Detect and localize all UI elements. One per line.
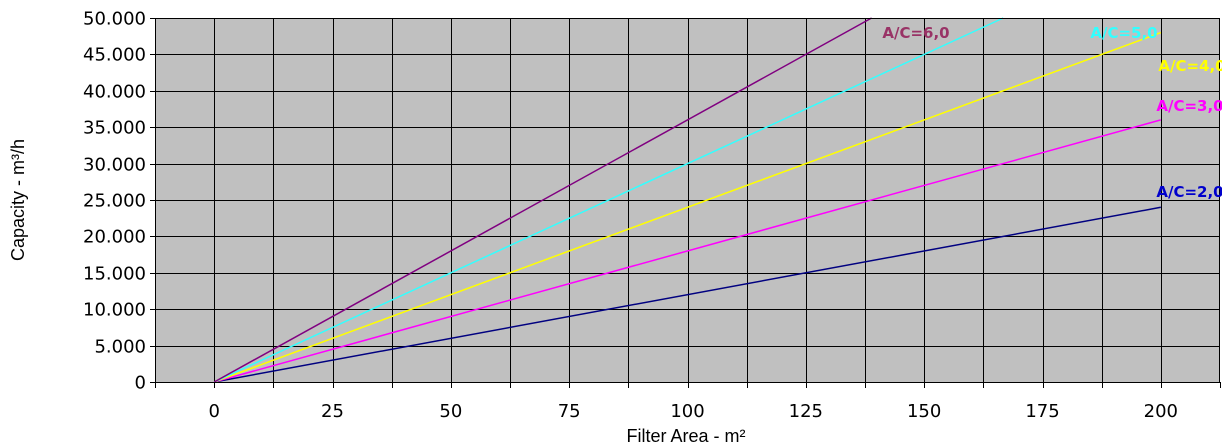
x-tick-label: 75 (558, 401, 581, 422)
y-tick-label: 0 (135, 373, 146, 394)
x-tick-label: 125 (789, 401, 823, 422)
x-tick-label: 150 (907, 401, 941, 422)
x-axis-title: Filter Area - m² (626, 426, 745, 446)
y-tick-label: 10.000 (83, 300, 146, 321)
series-line (214, 206, 1161, 383)
x-tick-label: 50 (439, 401, 462, 422)
series-label: A/C=4,0 (1158, 57, 1222, 75)
y-axis-title: Capacity - m³/h (8, 139, 28, 261)
y-tick-label: 25.000 (83, 191, 146, 212)
y-tick-label: 45.000 (83, 45, 146, 66)
y-tick-label: 30.000 (83, 155, 146, 176)
series-label: A/C=6,0 (882, 24, 949, 42)
x-tick-label: 25 (321, 401, 344, 422)
x-tick-label: 0 (208, 401, 219, 422)
series-line (213, 17, 1004, 383)
y-tick-label: 40.000 (83, 82, 146, 103)
x-tick-label: 200 (1144, 401, 1178, 422)
series-line (213, 119, 1162, 383)
x-tick-label: 100 (670, 401, 704, 422)
series-label: A/C=2,0 (1156, 183, 1222, 201)
series-line (213, 17, 872, 383)
y-tick-label: 50.000 (83, 9, 146, 30)
series-label: A/C=3,0 (1156, 97, 1222, 115)
series-line (213, 31, 1162, 383)
x-tick-label: 175 (1025, 401, 1059, 422)
series-label: A/C=5,0 (1090, 24, 1157, 42)
y-tick-label: 20.000 (83, 227, 146, 248)
y-tick-label: 5.000 (94, 337, 146, 358)
y-tick-label: 15.000 (83, 264, 146, 285)
y-tick-label: 35.000 (83, 118, 146, 139)
